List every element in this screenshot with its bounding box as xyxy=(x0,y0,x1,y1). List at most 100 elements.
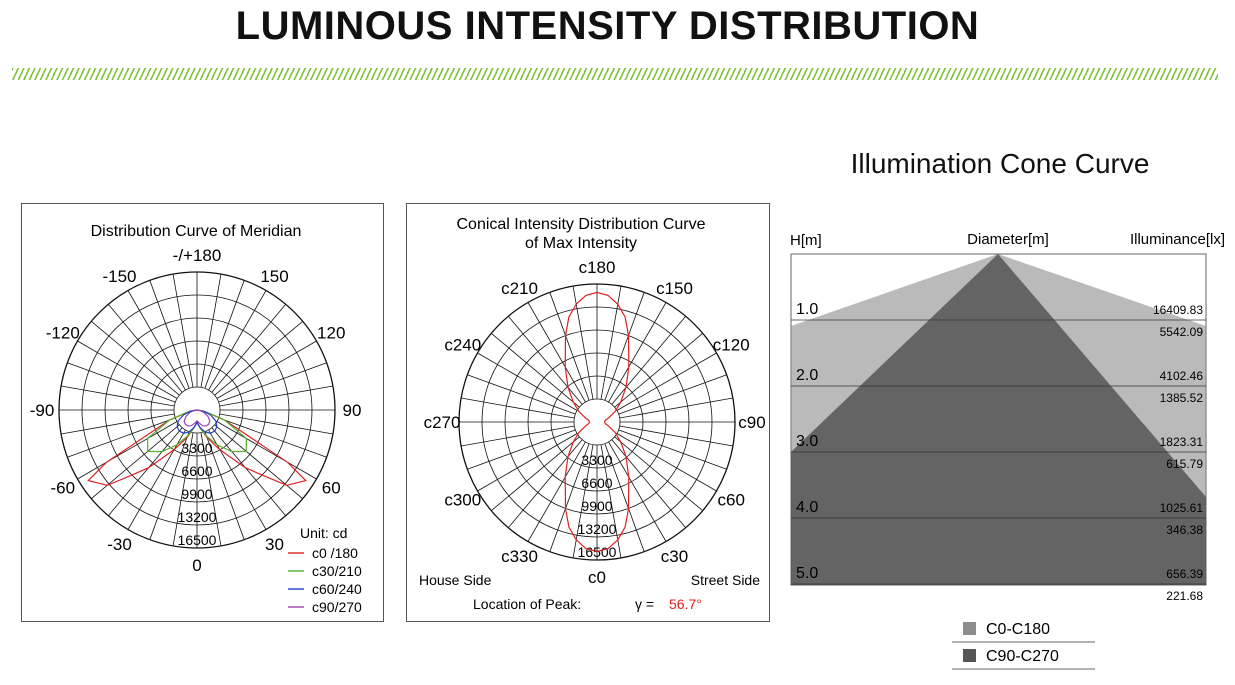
curve-c60-240 xyxy=(176,409,218,434)
cone-illuminance-c90: 5542.09 xyxy=(1160,325,1204,339)
polar-spoke xyxy=(616,433,717,492)
radial-label: 6600 xyxy=(581,475,612,491)
cone-title: Illumination Cone Curve xyxy=(850,148,1150,179)
polar-spoke xyxy=(61,385,175,407)
height-column-header: H[m] xyxy=(790,232,822,249)
polar-spoke xyxy=(219,385,333,407)
cone-illuminance-c90: 346.38 xyxy=(1166,523,1203,537)
angle-label: c90 xyxy=(738,413,765,432)
polar-spoke xyxy=(507,439,583,528)
polar-spoke xyxy=(507,316,583,405)
radial-label: 13200 xyxy=(578,521,617,537)
polar-spoke xyxy=(214,320,303,396)
polar-spoke xyxy=(172,432,194,546)
polar-spoke xyxy=(549,443,590,552)
angle-label: c120 xyxy=(713,336,750,355)
cone-legend-label: C0-C180 xyxy=(986,621,1050,638)
polar-spoke xyxy=(618,429,727,470)
angle-label: -90 xyxy=(30,401,55,420)
polar-ring xyxy=(573,398,621,446)
polar-spoke xyxy=(204,280,245,389)
cone-illuminance-c0: 16409.83 xyxy=(1153,303,1203,317)
cone-height-label: 2.0 xyxy=(796,367,818,384)
polar-spoke xyxy=(461,425,575,447)
polar-spoke xyxy=(477,433,578,492)
illuminance-column-header: Illuminance[lx] xyxy=(1130,231,1225,248)
cone-illuminance-c0: 1025.61 xyxy=(1160,501,1204,515)
cone-chart: H[m] Diameter[m] Illuminance[lx] 1.0 1640… xyxy=(790,231,1225,670)
polar-spoke xyxy=(619,397,733,419)
conical-polar-chart: Conical Intensity Distribution Curve of … xyxy=(419,216,766,612)
page-title: LUMINOUS INTENSITY DISTRIBUTION xyxy=(235,4,980,48)
polar-spoke xyxy=(91,424,180,500)
angle-label: 120 xyxy=(317,324,345,343)
polar-spoke xyxy=(204,431,245,540)
polar-spoke xyxy=(477,352,578,411)
polar-spoke xyxy=(107,427,183,516)
polar-spoke xyxy=(149,280,190,389)
peak-gamma-symbol: γ = xyxy=(635,596,654,612)
cone-illuminance-c90: 221.68 xyxy=(1166,589,1203,603)
radial-label: 6600 xyxy=(181,463,212,479)
polar-spoke xyxy=(127,290,186,391)
polar-spoke xyxy=(604,292,645,401)
diameter-column-header: Diameter[m] xyxy=(967,231,1049,248)
polar-spoke xyxy=(216,340,317,399)
angle-label: 30 xyxy=(265,535,284,554)
radial-label: 9900 xyxy=(181,486,212,502)
cone-height-label: 5.0 xyxy=(796,565,818,582)
polar-spoke xyxy=(549,292,590,401)
polar-spoke xyxy=(214,424,303,500)
polar-spoke xyxy=(61,413,175,435)
polar-spoke xyxy=(77,421,178,480)
polar-spoke xyxy=(67,417,176,458)
title-divider xyxy=(12,68,1218,80)
legend-label: c90/270 xyxy=(312,599,362,615)
angle-label: -150 xyxy=(102,267,136,286)
meridian-panel: Distribution Curve of Meridian -/+180 150… xyxy=(21,203,384,622)
angle-label: 60 xyxy=(322,479,341,498)
cone-illuminance-c0: 656.39 xyxy=(1166,567,1203,581)
polar-spoke xyxy=(127,429,186,530)
polar-spoke xyxy=(216,421,317,480)
peak-location-label: Location of Peak: xyxy=(473,596,581,612)
angle-label: c240 xyxy=(444,336,481,355)
polar-spoke xyxy=(208,429,267,530)
polar-spoke xyxy=(527,302,586,403)
angle-label: c150 xyxy=(656,279,693,298)
angle-label: 90 xyxy=(343,401,362,420)
polar-spoke xyxy=(149,431,190,540)
angle-label: c60 xyxy=(718,491,745,510)
polar-spoke xyxy=(611,316,687,405)
cone-illuminance-c90: 1385.52 xyxy=(1160,391,1204,405)
cone-height-label: 4.0 xyxy=(796,499,818,516)
polar-spoke xyxy=(608,302,667,403)
cone-height-label: 1.0 xyxy=(796,301,818,318)
unit-label: Unit: cd xyxy=(300,525,347,541)
polar-spoke xyxy=(616,352,717,411)
angle-label: -30 xyxy=(107,535,132,554)
conical-title: Conical Intensity Distribution Curve xyxy=(457,216,706,233)
house-side-label: House Side xyxy=(419,572,492,588)
cone-c90-c270 xyxy=(791,254,1206,585)
polar-spoke xyxy=(614,436,703,512)
cone-legend-swatch xyxy=(963,622,976,635)
polar-spoke xyxy=(77,340,178,399)
angle-label: c300 xyxy=(444,491,481,510)
polar-spoke xyxy=(618,374,727,415)
cone-illuminance-c90: 615.79 xyxy=(1166,457,1203,471)
curve-max xyxy=(564,291,630,553)
angle-label: c210 xyxy=(501,279,538,298)
polar-spoke xyxy=(608,441,667,542)
polar-spoke xyxy=(491,436,580,512)
polar-spoke xyxy=(211,427,287,516)
radial-label: 9900 xyxy=(581,498,612,514)
angle-label: 0 xyxy=(192,556,201,575)
polar-spoke xyxy=(467,429,576,470)
polar-spoke xyxy=(467,374,576,415)
polar-spoke xyxy=(172,274,194,388)
polar-spoke xyxy=(611,439,687,528)
polar-spoke xyxy=(67,362,176,403)
radial-label: 13200 xyxy=(178,509,217,525)
cone-illuminance-c0: 4102.46 xyxy=(1160,369,1204,383)
